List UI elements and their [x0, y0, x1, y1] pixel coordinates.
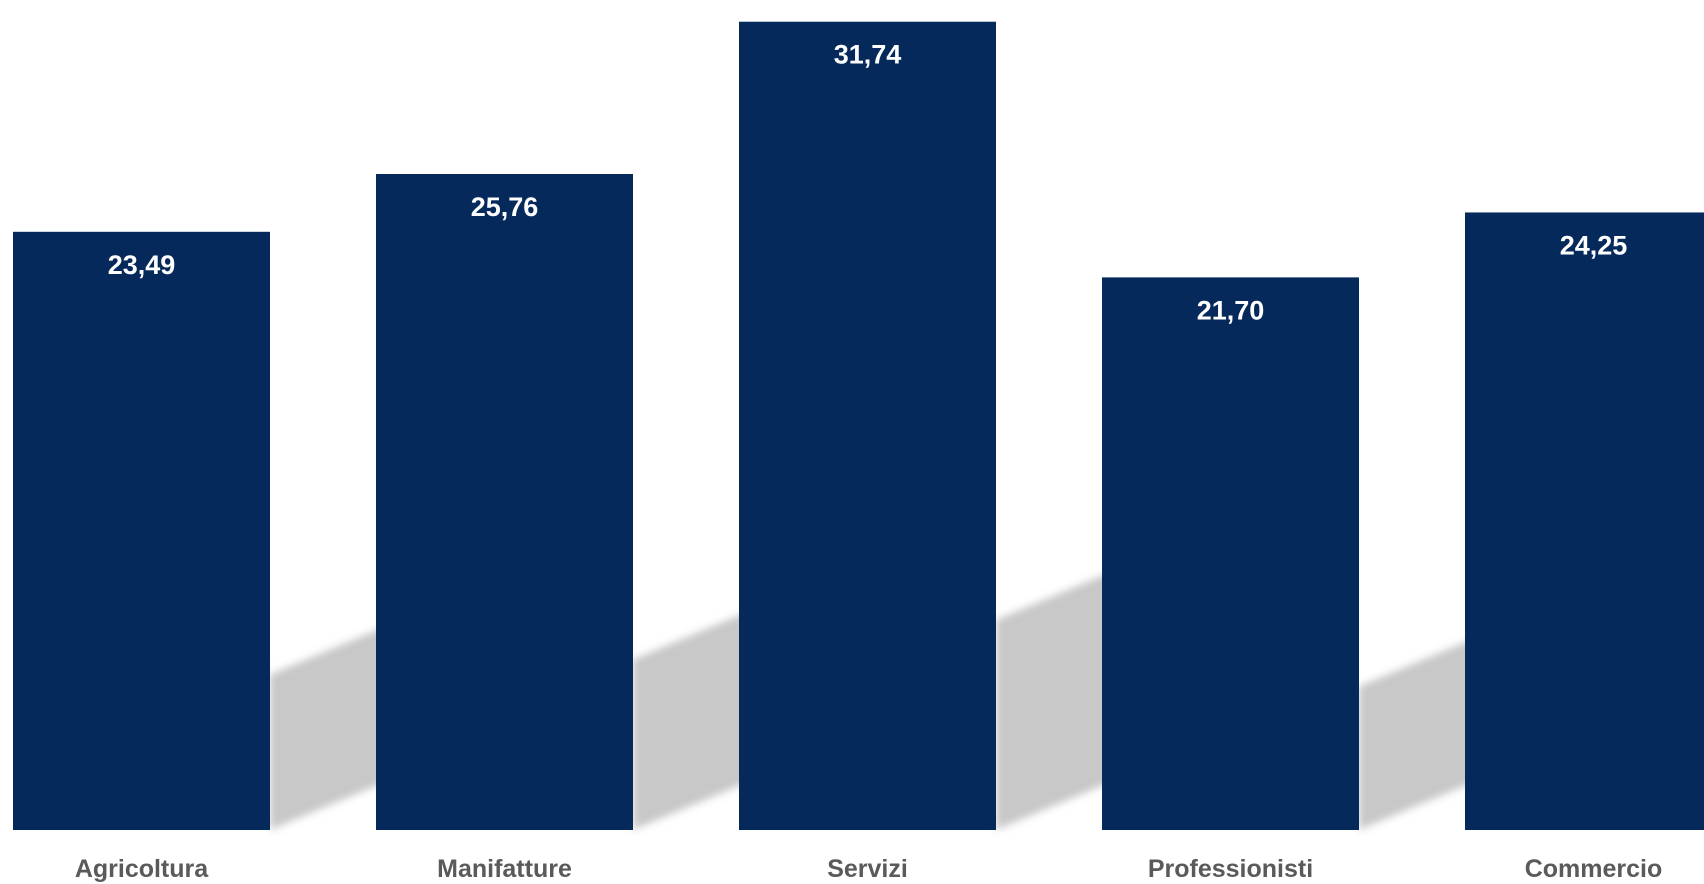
bars — [13, 21, 1704, 831]
bar-shadow-agricoltura — [270, 624, 390, 830]
data-label-agricoltura: 23,49 — [108, 250, 176, 280]
bar-shadows — [270, 569, 1479, 830]
data-label-servizi: 31,74 — [834, 40, 902, 70]
bar-manifatture — [376, 174, 633, 830]
value-labels: 23,49 25,76 31,74 21,70 24,25 — [108, 40, 1628, 326]
bar-shadow-professionisti — [1359, 636, 1479, 830]
bar-professionisti — [1102, 277, 1359, 830]
category-labels: Agricoltura Manifatture Servizi Professioni… — [75, 855, 1662, 883]
data-label-professionisti: 21,70 — [1197, 295, 1265, 325]
bar-servizi — [739, 21, 996, 830]
category-label-commercio: Commercio — [1525, 855, 1663, 883]
bar-commercio — [1465, 212, 1704, 830]
data-label-commercio: 24,25 — [1560, 230, 1628, 260]
category-label-servizi: Servizi — [827, 855, 908, 883]
category-label-manifatture: Manifatture — [437, 855, 572, 883]
bar-agricoltura — [13, 231, 270, 831]
bar-shadow-manifatture — [633, 609, 753, 830]
data-label-manifatture: 25,76 — [471, 192, 539, 222]
category-label-agricoltura: Agricoltura — [75, 855, 209, 883]
category-label-professionisti: Professionisti — [1148, 855, 1313, 883]
bar-shadow-servizi — [996, 569, 1116, 830]
